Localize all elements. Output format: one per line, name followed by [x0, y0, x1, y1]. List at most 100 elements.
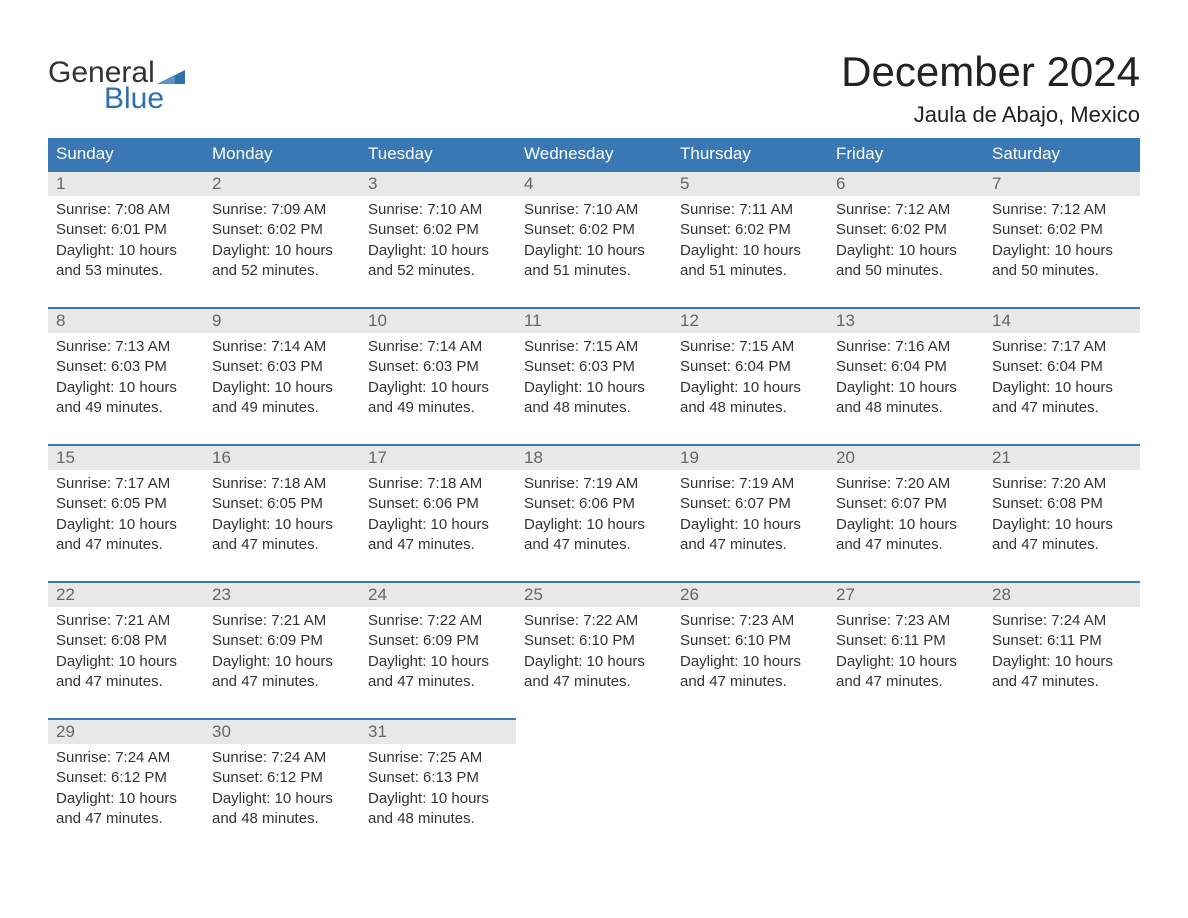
- calendar-day-cell: 25Sunrise: 7:22 AMSunset: 6:10 PMDayligh…: [516, 582, 672, 719]
- sunset-line: Sunset: 6:09 PM: [212, 631, 352, 651]
- sunrise-line: Sunrise: 7:12 AM: [992, 200, 1132, 220]
- day-number: 3: [360, 172, 516, 196]
- calendar-day-cell: 30Sunrise: 7:24 AMSunset: 6:12 PMDayligh…: [204, 719, 360, 855]
- sunrise-line: Sunrise: 7:19 AM: [524, 474, 664, 494]
- sunrise-line: Sunrise: 7:16 AM: [836, 337, 976, 357]
- sunset-line: Sunset: 6:11 PM: [992, 631, 1132, 651]
- daylight-line: Daylight: 10 hours and 47 minutes.: [368, 515, 508, 556]
- sunset-line: Sunset: 6:03 PM: [524, 357, 664, 377]
- sunrise-line: Sunrise: 7:24 AM: [992, 611, 1132, 631]
- calendar-day-cell: 24Sunrise: 7:22 AMSunset: 6:09 PMDayligh…: [360, 582, 516, 719]
- sunrise-line: Sunrise: 7:22 AM: [524, 611, 664, 631]
- calendar-day-cell: 22Sunrise: 7:21 AMSunset: 6:08 PMDayligh…: [48, 582, 204, 719]
- day-body: Sunrise: 7:20 AMSunset: 6:07 PMDaylight:…: [828, 470, 984, 581]
- day-number: 10: [360, 309, 516, 333]
- calendar-day-cell: [516, 719, 672, 855]
- day-body: Sunrise: 7:16 AMSunset: 6:04 PMDaylight:…: [828, 333, 984, 444]
- day-header: Sunday: [48, 138, 204, 171]
- day-number: 16: [204, 446, 360, 470]
- sunrise-line: Sunrise: 7:24 AM: [212, 748, 352, 768]
- sunrise-line: Sunrise: 7:23 AM: [680, 611, 820, 631]
- daylight-line: Daylight: 10 hours and 47 minutes.: [368, 652, 508, 693]
- day-number: 19: [672, 446, 828, 470]
- daylight-line: Daylight: 10 hours and 47 minutes.: [56, 789, 196, 830]
- page-title: December 2024: [841, 48, 1140, 96]
- sunrise-line: Sunrise: 7:19 AM: [680, 474, 820, 494]
- day-number: 18: [516, 446, 672, 470]
- daylight-line: Daylight: 10 hours and 52 minutes.: [212, 241, 352, 282]
- calendar-day-cell: 29Sunrise: 7:24 AMSunset: 6:12 PMDayligh…: [48, 719, 204, 855]
- calendar-day-cell: 11Sunrise: 7:15 AMSunset: 6:03 PMDayligh…: [516, 308, 672, 445]
- day-number: 20: [828, 446, 984, 470]
- sunrise-line: Sunrise: 7:17 AM: [56, 474, 196, 494]
- day-number: 24: [360, 583, 516, 607]
- calendar-day-cell: 26Sunrise: 7:23 AMSunset: 6:10 PMDayligh…: [672, 582, 828, 719]
- header-row: General Blue December 2024 Jaula de Abaj…: [48, 48, 1140, 128]
- calendar-week-row: 22Sunrise: 7:21 AMSunset: 6:08 PMDayligh…: [48, 582, 1140, 719]
- sunset-line: Sunset: 6:03 PM: [212, 357, 352, 377]
- daylight-line: Daylight: 10 hours and 51 minutes.: [524, 241, 664, 282]
- calendar-day-cell: 28Sunrise: 7:24 AMSunset: 6:11 PMDayligh…: [984, 582, 1140, 719]
- sunrise-line: Sunrise: 7:10 AM: [524, 200, 664, 220]
- daylight-line: Daylight: 10 hours and 48 minutes.: [836, 378, 976, 419]
- day-body: Sunrise: 7:17 AMSunset: 6:04 PMDaylight:…: [984, 333, 1140, 444]
- daylight-line: Daylight: 10 hours and 47 minutes.: [680, 652, 820, 693]
- daylight-line: Daylight: 10 hours and 48 minutes.: [680, 378, 820, 419]
- calendar-day-cell: 5Sunrise: 7:11 AMSunset: 6:02 PMDaylight…: [672, 171, 828, 308]
- day-number: 14: [984, 309, 1140, 333]
- day-body: Sunrise: 7:23 AMSunset: 6:10 PMDaylight:…: [672, 607, 828, 718]
- day-number: 11: [516, 309, 672, 333]
- daylight-line: Daylight: 10 hours and 50 minutes.: [992, 241, 1132, 282]
- logo-flag-icon: [157, 64, 185, 84]
- daylight-line: Daylight: 10 hours and 47 minutes.: [56, 652, 196, 693]
- day-body: Sunrise: 7:13 AMSunset: 6:03 PMDaylight:…: [48, 333, 204, 444]
- day-number: 12: [672, 309, 828, 333]
- sunrise-line: Sunrise: 7:18 AM: [212, 474, 352, 494]
- daylight-line: Daylight: 10 hours and 49 minutes.: [368, 378, 508, 419]
- day-body: Sunrise: 7:24 AMSunset: 6:12 PMDaylight:…: [204, 744, 360, 855]
- day-body: Sunrise: 7:14 AMSunset: 6:03 PMDaylight:…: [204, 333, 360, 444]
- day-body: Sunrise: 7:21 AMSunset: 6:09 PMDaylight:…: [204, 607, 360, 718]
- sunrise-line: Sunrise: 7:13 AM: [56, 337, 196, 357]
- sunset-line: Sunset: 6:01 PM: [56, 220, 196, 240]
- day-body: Sunrise: 7:17 AMSunset: 6:05 PMDaylight:…: [48, 470, 204, 581]
- calendar-day-cell: 6Sunrise: 7:12 AMSunset: 6:02 PMDaylight…: [828, 171, 984, 308]
- calendar-day-cell: 9Sunrise: 7:14 AMSunset: 6:03 PMDaylight…: [204, 308, 360, 445]
- sunrise-line: Sunrise: 7:08 AM: [56, 200, 196, 220]
- daylight-line: Daylight: 10 hours and 47 minutes.: [212, 515, 352, 556]
- day-body: Sunrise: 7:22 AMSunset: 6:09 PMDaylight:…: [360, 607, 516, 718]
- daylight-line: Daylight: 10 hours and 47 minutes.: [992, 652, 1132, 693]
- daylight-line: Daylight: 10 hours and 47 minutes.: [524, 652, 664, 693]
- sunset-line: Sunset: 6:09 PM: [368, 631, 508, 651]
- day-body: Sunrise: 7:23 AMSunset: 6:11 PMDaylight:…: [828, 607, 984, 718]
- calendar-table: Sunday Monday Tuesday Wednesday Thursday…: [48, 138, 1140, 855]
- calendar-day-cell: 12Sunrise: 7:15 AMSunset: 6:04 PMDayligh…: [672, 308, 828, 445]
- sunrise-line: Sunrise: 7:21 AM: [56, 611, 196, 631]
- sunset-line: Sunset: 6:02 PM: [524, 220, 664, 240]
- sunset-line: Sunset: 6:03 PM: [56, 357, 196, 377]
- day-number: 27: [828, 583, 984, 607]
- sunrise-line: Sunrise: 7:11 AM: [680, 200, 820, 220]
- sunset-line: Sunset: 6:10 PM: [680, 631, 820, 651]
- day-header: Friday: [828, 138, 984, 171]
- sunrise-line: Sunrise: 7:14 AM: [368, 337, 508, 357]
- daylight-line: Daylight: 10 hours and 53 minutes.: [56, 241, 196, 282]
- daylight-line: Daylight: 10 hours and 47 minutes.: [992, 515, 1132, 556]
- calendar-day-cell: 7Sunrise: 7:12 AMSunset: 6:02 PMDaylight…: [984, 171, 1140, 308]
- sunrise-line: Sunrise: 7:09 AM: [212, 200, 352, 220]
- title-block: December 2024 Jaula de Abajo, Mexico: [841, 48, 1140, 128]
- sunrise-line: Sunrise: 7:23 AM: [836, 611, 976, 631]
- daylight-line: Daylight: 10 hours and 47 minutes.: [836, 515, 976, 556]
- day-number: 26: [672, 583, 828, 607]
- calendar-week-row: 8Sunrise: 7:13 AMSunset: 6:03 PMDaylight…: [48, 308, 1140, 445]
- day-body: Sunrise: 7:12 AMSunset: 6:02 PMDaylight:…: [984, 196, 1140, 307]
- sunrise-line: Sunrise: 7:10 AM: [368, 200, 508, 220]
- day-body: Sunrise: 7:09 AMSunset: 6:02 PMDaylight:…: [204, 196, 360, 307]
- sunrise-line: Sunrise: 7:25 AM: [368, 748, 508, 768]
- day-body: Sunrise: 7:08 AMSunset: 6:01 PMDaylight:…: [48, 196, 204, 307]
- day-header: Saturday: [984, 138, 1140, 171]
- day-body: Sunrise: 7:19 AMSunset: 6:07 PMDaylight:…: [672, 470, 828, 581]
- sunset-line: Sunset: 6:05 PM: [212, 494, 352, 514]
- sunset-line: Sunset: 6:13 PM: [368, 768, 508, 788]
- day-number: 6: [828, 172, 984, 196]
